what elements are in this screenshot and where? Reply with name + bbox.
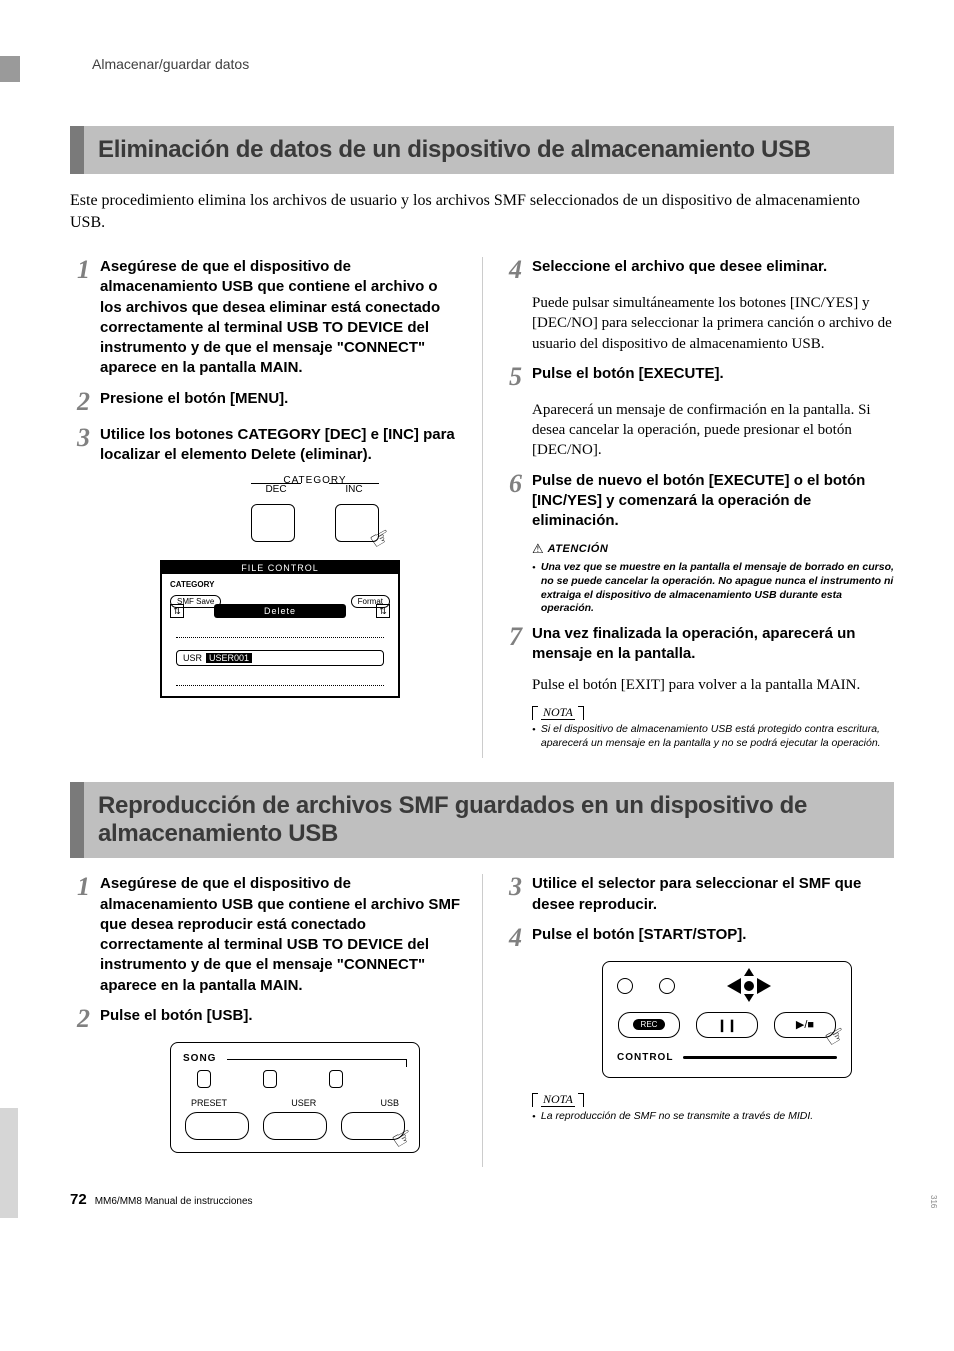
sec2-step1-head: Asegúrese de que el dispositivo de almac… <box>100 874 462 996</box>
song-panel-title: SONG <box>183 1053 216 1064</box>
fig-dec-label: DEC <box>251 483 301 495</box>
user-label: USER <box>291 1098 316 1108</box>
atencion-callout: ⚠ ATENCIÓN • Una vez que se muestre en l… <box>532 541 894 616</box>
sec2-step4-head: Pulse el botón [START/STOP]. <box>532 925 746 951</box>
usb-button[interactable]: ☞ <box>341 1112 405 1140</box>
figure-category-buttons: CATEGORY DEC INC ☞ FILE CONT <box>100 475 462 698</box>
step6-num: 6 <box>502 471 522 532</box>
control-led <box>659 978 675 994</box>
figure-song-panel: SONG PRESET USER USB <box>100 1042 462 1153</box>
inc-button[interactable]: ☞ <box>335 504 379 542</box>
step1-num: 1 <box>70 257 90 379</box>
sec2-step2-num: 2 <box>70 1006 90 1032</box>
nota1: NOTA • Si el dispositivo de almacenamien… <box>532 705 894 751</box>
preset-label: PRESET <box>191 1098 227 1108</box>
pause-icon: ❙❙ <box>717 1018 737 1032</box>
preset-button[interactable] <box>185 1112 249 1140</box>
nota2-label: NOTA <box>541 1092 575 1107</box>
nota-bracket <box>578 706 584 720</box>
side-number: 316 <box>929 1195 938 1208</box>
figure-control-panel: REC ❙❙ ▶/■ ☞ CONTROL <box>532 961 894 1078</box>
sec2-step2-head: Pulse el botón [USB]. <box>100 1006 253 1032</box>
step4-head: Seleccione el archivo que desee eliminar… <box>532 257 827 283</box>
tempo-icon <box>727 974 771 998</box>
step2-head: Presione el botón [MENU]. <box>100 389 288 415</box>
hand-pointer-icon: ☞ <box>820 1018 853 1054</box>
step5-body: Aparecerá un mensaje de confirmación en … <box>532 400 894 461</box>
sec2-step1-num: 1 <box>70 874 90 996</box>
atencion-text: Una vez que se muestre en la pantalla el… <box>541 561 894 616</box>
nota1-label: NOTA <box>541 705 575 720</box>
step5-head: Pulse el botón [EXECUTE]. <box>532 364 724 390</box>
sec2-step4-num: 4 <box>502 925 522 951</box>
column-divider <box>482 874 483 1167</box>
section1-title: Eliminación de datos de un dispositivo d… <box>70 126 894 174</box>
step4-body: Puede pulsar simultáneamente los botones… <box>532 293 894 354</box>
footer-text: MM6/MM8 Manual de instrucciones <box>95 1196 253 1207</box>
sec2-step3-num: 3 <box>502 874 522 915</box>
rec-button[interactable]: REC <box>618 1012 680 1038</box>
side-tab <box>0 56 20 82</box>
lcd-title: FILE CONTROL <box>162 562 398 574</box>
hand-pointer-icon: ☞ <box>387 1120 420 1156</box>
rec-label: REC <box>633 1019 666 1030</box>
song-led <box>263 1070 277 1088</box>
usb-label: USB <box>380 1098 399 1108</box>
control-label: CONTROL <box>617 1052 673 1063</box>
song-led <box>329 1070 343 1088</box>
lcd-user-file: USR USER001 <box>176 650 384 666</box>
hand-pointer-icon: ☞ <box>365 521 398 557</box>
step5-num: 5 <box>502 364 522 390</box>
lcd-screen: FILE CONTROL CATEGORY SMF Save Format ⇅ … <box>160 560 400 698</box>
lcd-delete-pill: Delete <box>214 604 346 618</box>
footer: 72 MM6/MM8 Manual de instrucciones <box>70 1191 894 1208</box>
step7-head: Una vez finalizada la operación, aparece… <box>532 624 894 665</box>
nota-bracket <box>532 1093 538 1107</box>
step7-num: 7 <box>502 624 522 665</box>
lcd-dotted-line-2 <box>176 676 384 686</box>
step2-num: 2 <box>70 389 90 415</box>
nota-bracket <box>578 1093 584 1107</box>
dec-button[interactable] <box>251 504 295 542</box>
step6-head: Pulse de nuevo el botón [EXECUTE] o el b… <box>532 471 894 532</box>
play-stop-button[interactable]: ▶/■ ☞ <box>774 1012 836 1038</box>
nota2-text: La reproducción de SMF no se transmite a… <box>541 1110 813 1124</box>
user-button[interactable] <box>263 1112 327 1140</box>
bottom-side-tab <box>0 1108 18 1218</box>
bullet-icon: • <box>532 1110 536 1124</box>
nota1-text: Si el dispositivo de almacenamiento USB … <box>541 723 894 750</box>
warning-icon: ⚠ <box>532 541 544 557</box>
breadcrumb: Almacenar/guardar datos <box>92 56 894 72</box>
step1-head: Asegúrese de que el dispositivo de almac… <box>100 257 462 379</box>
pause-button[interactable]: ❙❙ <box>696 1012 758 1038</box>
nota-bracket <box>532 706 538 720</box>
lcd-user001: USER001 <box>206 653 252 663</box>
nota2: NOTA • La reproducción de SMF no se tran… <box>532 1092 894 1125</box>
bullet-icon: • <box>532 723 536 750</box>
atencion-label: ATENCIÓN <box>548 543 609 555</box>
fig-category-title: CATEGORY <box>190 475 440 486</box>
column-divider <box>482 257 483 758</box>
section1-intro: Este procedimiento elimina los archivos … <box>70 190 894 233</box>
lcd-dotted-line <box>176 628 384 638</box>
step3-num: 3 <box>70 425 90 466</box>
song-led <box>197 1070 211 1088</box>
step7-body: Pulse el botón [EXIT] para volver a la p… <box>532 675 894 695</box>
control-line <box>683 1056 837 1059</box>
play-stop-icon: ▶/■ <box>796 1018 814 1031</box>
lcd-right-arrow: ⇅ <box>376 604 390 618</box>
lcd-usr: USR <box>183 653 202 663</box>
step4-num: 4 <box>502 257 522 283</box>
sec2-step3-head: Utilice el selector para seleccionar el … <box>532 874 894 915</box>
fig-inc-label: INC <box>329 483 379 495</box>
bullet-icon: • <box>532 561 536 616</box>
step3-head: Utilice los botones CATEGORY [DEC] e [IN… <box>100 425 462 466</box>
lcd-category-label: CATEGORY <box>170 580 390 589</box>
control-led <box>617 978 633 994</box>
section2-title: Reproducción de archivos SMF guardados e… <box>70 782 894 858</box>
page-number: 72 <box>70 1191 87 1208</box>
lcd-left-arrow: ⇅ <box>170 604 184 618</box>
